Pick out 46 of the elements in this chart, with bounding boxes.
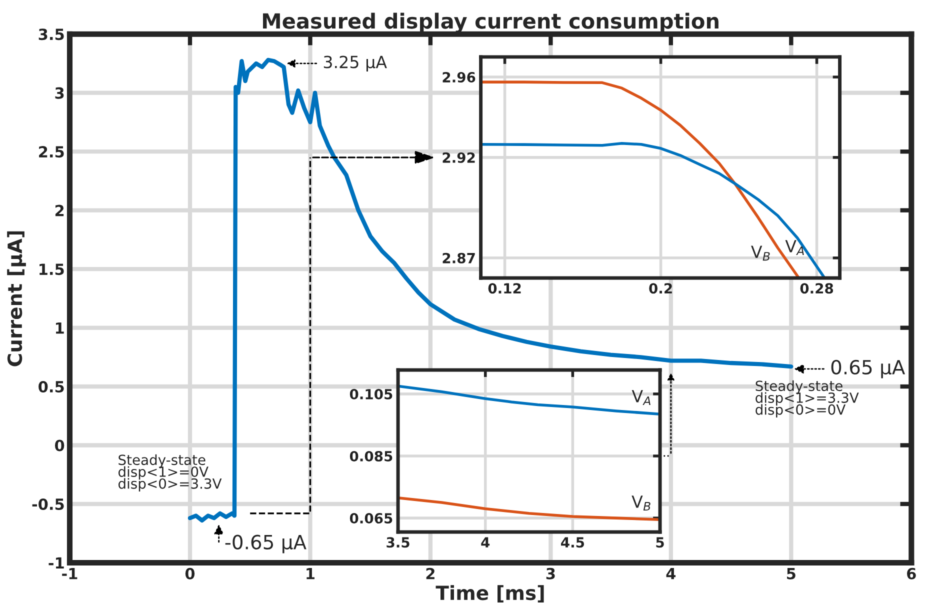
chart-title: Measured display current consumption [263,12,718,34]
x-tick-label: 1 [306,568,314,580]
x-axis-title: Time [ms] [436,585,544,602]
y-tick-label: -0.5 [32,498,64,510]
x-tick-label: 0.2 [649,283,672,294]
line-series [398,496,660,521]
line-series [398,384,660,416]
x-tick-label: 5 [787,568,796,580]
annotation: 0.65 μA [831,360,906,378]
y-tick-label: 3.5 [38,28,64,40]
y-tick-label: -1 [48,557,64,569]
x-tick-label: 0 [185,568,195,580]
y-tick-label: 1 [56,322,64,334]
annotation: Steady-state disp<1>=3.3V disp<0>=0V [756,380,859,418]
annotation: Steady-state disp<1>=0V disp<0>=3.3V [118,454,222,492]
y-tick-label: 2.5 [39,146,64,158]
y-tick-label: 1.5 [40,264,64,276]
y-tick-label: 0.105 [350,388,392,400]
series-label: V$_{B}$ [751,246,770,261]
y-tick-label: 2.92 [442,152,475,163]
x-tick-label: 3 [546,568,555,580]
series-label: V$_{B}$ [632,496,650,511]
x-tick-label: -1 [62,568,78,580]
x-tick-label: 4.5 [561,537,584,548]
y-axis-title: Current [μA] [7,231,26,366]
x-tick-label: 2 [426,568,434,580]
line-series [480,142,826,278]
x-tick-label: 3.5 [386,537,410,548]
y-tick-label: 0.085 [350,450,392,462]
x-tick-label: 5 [656,537,664,548]
annotation: 3.25 μA [324,56,387,72]
y-tick-label: 0 [54,440,64,452]
y-tick-label: 0.065 [350,513,392,524]
x-tick-label: 4 [481,537,490,548]
y-tick-label: 2.96 [442,72,476,83]
y-tick-label: 0.5 [38,380,64,393]
annotation: -0.65 μA [225,534,306,554]
y-tick-label: 2.87 [442,252,475,264]
x-tick-label: 4 [666,568,676,580]
x-tick-label: 0.28 [800,283,834,294]
x-tick-label: 0.12 [488,283,521,294]
series-label: V$_{A}$ [785,240,804,256]
x-tick-label: 6 [907,568,916,580]
y-tick-label: 3 [55,87,64,99]
y-tick-label: 2 [55,204,64,216]
series-label: V$_{A}$ [632,390,650,406]
